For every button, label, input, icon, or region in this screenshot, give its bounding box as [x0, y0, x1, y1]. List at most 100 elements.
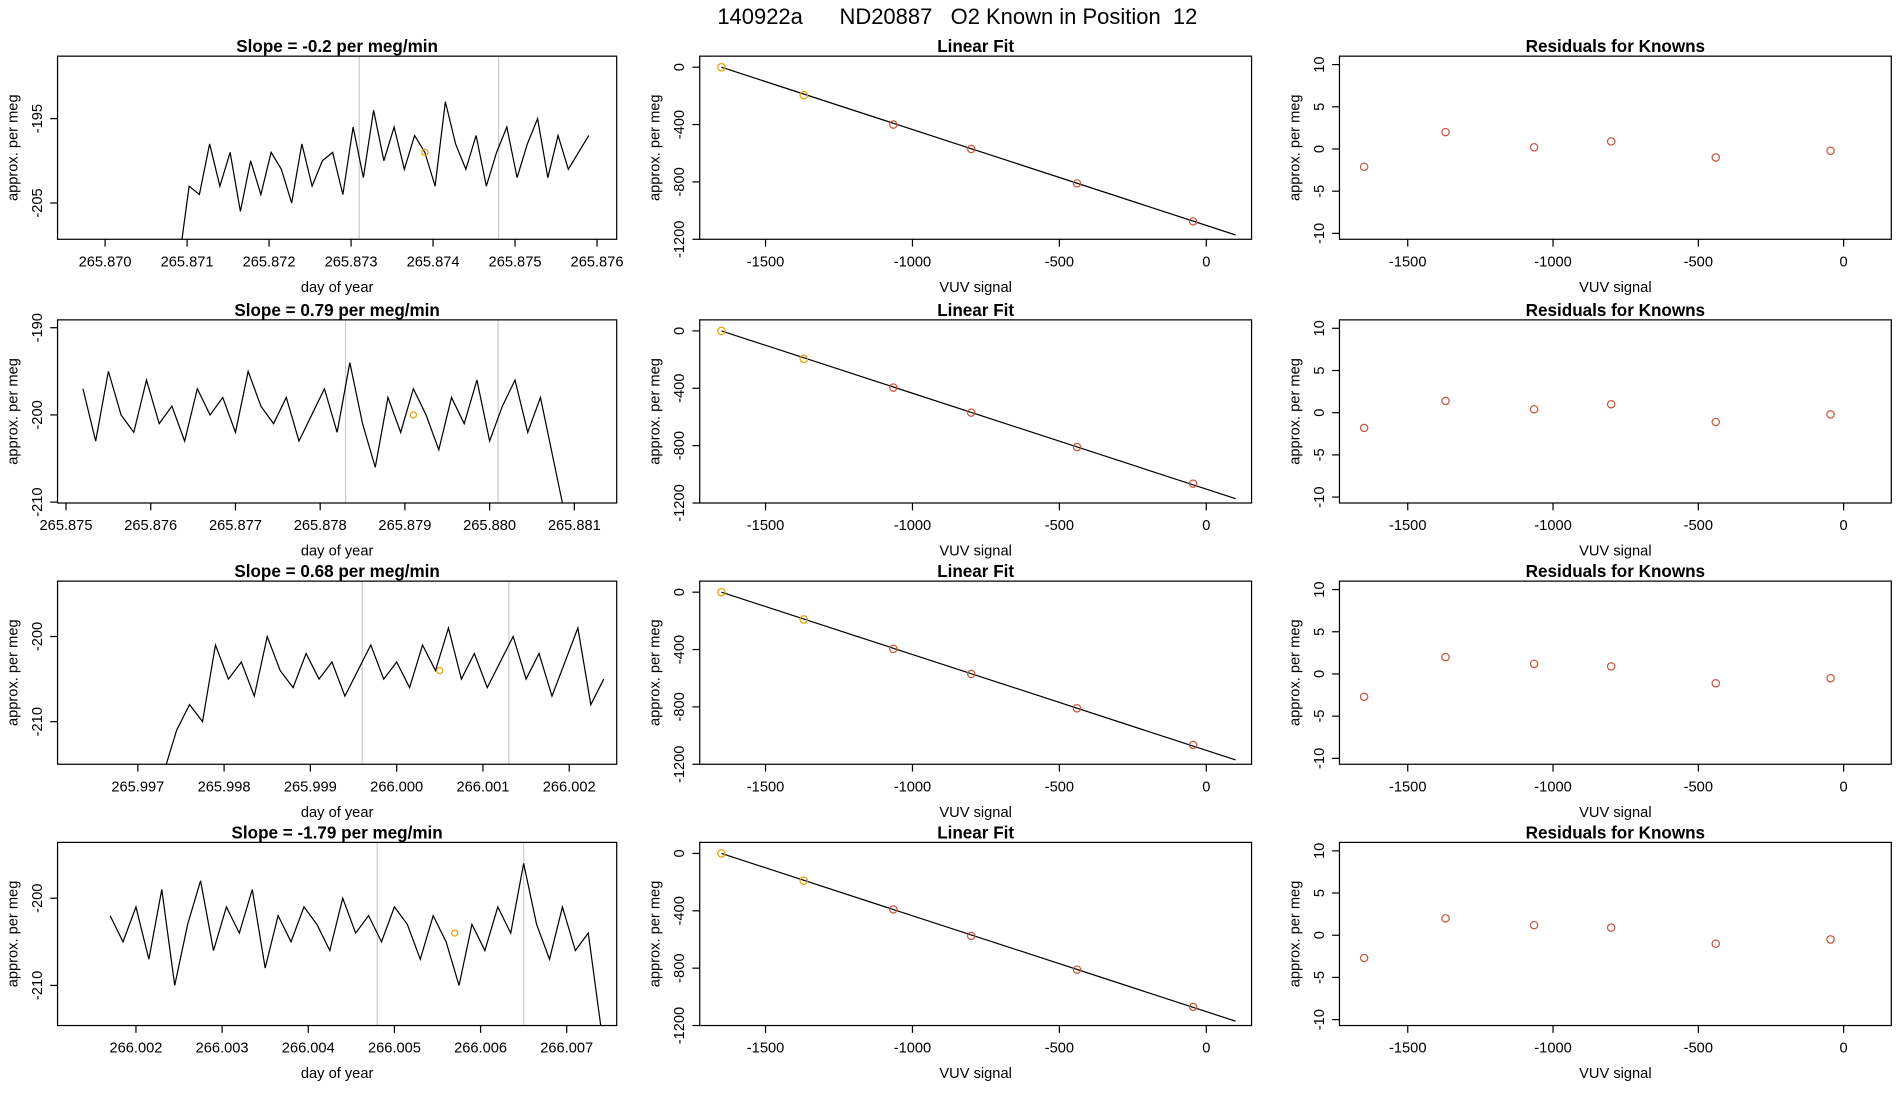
x-tick-label: 266.007	[540, 1041, 593, 1057]
x-axis-label: VUV signal	[939, 544, 1011, 560]
point	[1188, 1002, 1198, 1012]
y-tick-label: -200	[30, 400, 46, 429]
x-tick-label: -1000	[1534, 779, 1571, 795]
marker-point	[436, 666, 444, 675]
point	[717, 326, 726, 336]
point	[1529, 143, 1539, 152]
x-tick-label: 266.002	[543, 779, 596, 795]
y-tick-label: -800	[672, 692, 688, 721]
plot-frame	[1338, 319, 1892, 504]
x-tick-label: 266.006	[454, 1041, 507, 1057]
panel: Slope = -1.79 per meg/min day of year appr…	[5, 823, 618, 1082]
y-tick-label: -800	[672, 167, 688, 196]
fit-line	[721, 591, 1236, 761]
plot-frame	[699, 580, 1253, 765]
point	[966, 931, 976, 941]
y-tick-label: 0	[672, 63, 688, 71]
point	[1529, 659, 1539, 669]
y-tick-label: 0	[1312, 409, 1328, 417]
panel: Slope = 0.68 per meg/min day of year appro…	[5, 562, 618, 821]
y-tick-label: -5	[1312, 185, 1328, 198]
point	[889, 644, 898, 654]
y-tick-label: -10	[1312, 223, 1328, 244]
x-tick-label: -1500	[747, 254, 784, 270]
plot-frame	[1338, 841, 1892, 1027]
panel: Residuals for Knowns VUV signal approx. pe…	[1287, 823, 1892, 1082]
y-tick-label: -400	[672, 110, 688, 139]
point	[1441, 127, 1450, 137]
main-title: 140922a ND20887 O2 Known in Position 12	[717, 4, 1197, 29]
plot-frame	[699, 55, 1253, 240]
x-tick-label: -1500	[1389, 1041, 1426, 1057]
x-tick-label: 265.878	[294, 518, 347, 534]
x-axis-label: day of year	[301, 280, 374, 296]
panel-title: Residuals for Knowns	[1526, 301, 1705, 320]
y-tick-label: 0	[672, 588, 688, 596]
x-tick-label: -1000	[894, 779, 931, 795]
plot-frame	[56, 841, 618, 1027]
point	[1072, 442, 1082, 452]
y-axis-label: approx. per meg	[1287, 619, 1303, 726]
point	[1711, 678, 1721, 688]
marker-point	[409, 411, 418, 419]
point	[1826, 410, 1835, 419]
panel-title: Linear Fit	[937, 562, 1014, 581]
x-tick-label: 266.002	[109, 1041, 162, 1057]
x-tick-label: 0	[1840, 1041, 1848, 1057]
point	[1826, 673, 1835, 683]
y-tick-label: 5	[1312, 366, 1328, 374]
y-tick-label: -800	[672, 431, 688, 460]
x-axis-label: day of year	[301, 805, 374, 821]
x-tick-label: 266.004	[282, 1041, 335, 1057]
y-tick-label: -210	[30, 707, 46, 736]
panel-title: Slope = -0.2 per meg/min	[236, 37, 438, 56]
x-tick-label: 265.877	[209, 518, 262, 534]
point	[1711, 939, 1721, 948]
y-tick-label: -210	[30, 971, 46, 1000]
y-tick-label: -190	[30, 313, 46, 342]
panel: Linear Fit VUV signal approx. per meg -1500…	[648, 823, 1253, 1082]
panel: Residuals for Knowns VUV signal approx. pe…	[1287, 301, 1892, 560]
x-tick-label: 265.881	[548, 518, 601, 534]
y-axis-label: approx. per meg	[648, 94, 664, 201]
y-tick-label: -5	[1312, 448, 1328, 461]
x-tick-label: -500	[1684, 1041, 1713, 1057]
plot-frame	[56, 580, 618, 765]
panel: Residuals for Knowns VUV signal approx. pe…	[1287, 37, 1892, 296]
y-tick-label: -200	[30, 622, 46, 651]
fit-line	[721, 66, 1236, 236]
y-tick-label: 5	[1312, 889, 1328, 897]
x-tick-label: 265.874	[407, 254, 460, 270]
plot-frame	[56, 319, 618, 504]
x-tick-label: 0	[1840, 518, 1848, 534]
y-tick-label: -1200	[672, 746, 688, 783]
point	[1441, 396, 1450, 406]
point	[1188, 217, 1198, 226]
point	[1606, 923, 1616, 932]
marker-point	[421, 148, 429, 157]
point	[1529, 920, 1539, 930]
y-tick-label: -400	[672, 896, 688, 925]
panel-title: Slope = 0.68 per meg/min	[234, 562, 439, 581]
y-tick-label: -210	[30, 487, 46, 516]
x-tick-label: 265.875	[40, 518, 93, 534]
y-axis-label: approx. per meg	[1287, 94, 1303, 201]
point	[889, 120, 898, 129]
point	[1826, 935, 1835, 944]
point	[717, 587, 726, 597]
y-axis-label: approx. per meg	[648, 358, 664, 465]
point	[1072, 704, 1082, 713]
y-tick-label: -200	[30, 884, 46, 913]
panel: Residuals for Knowns VUV signal approx. pe…	[1287, 562, 1892, 821]
point	[1441, 652, 1450, 662]
panel-title: Residuals for Knowns	[1526, 823, 1705, 842]
x-tick-label: -1000	[1534, 1041, 1571, 1057]
y-tick-label: -205	[30, 188, 46, 217]
y-tick-label: -400	[672, 374, 688, 403]
panel: Linear Fit VUV signal approx. per meg -1500…	[648, 562, 1253, 821]
marker-point	[451, 929, 459, 937]
y-tick-label: 10	[1312, 843, 1328, 859]
y-tick-label: 10	[1312, 56, 1328, 72]
x-tick-label: 265.871	[161, 254, 214, 270]
